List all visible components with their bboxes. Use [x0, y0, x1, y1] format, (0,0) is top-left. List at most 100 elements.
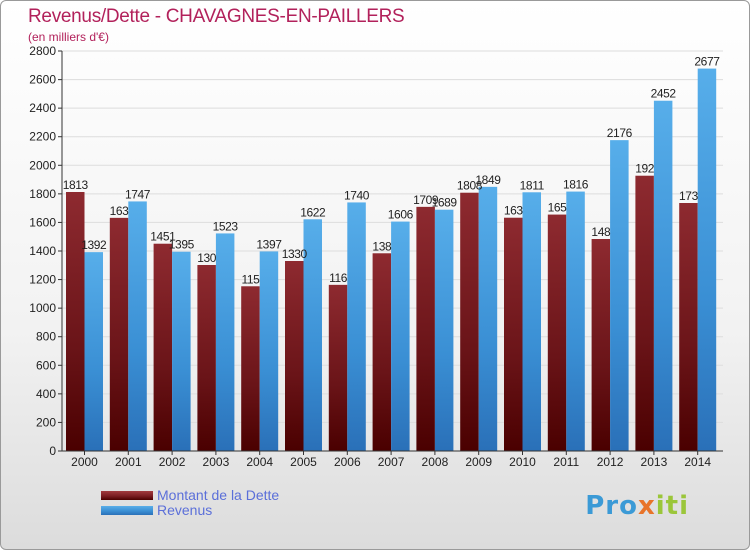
- y-tick-label: 2000: [29, 158, 56, 172]
- x-tick-label: 2006: [334, 455, 361, 469]
- data-label-dette: 148: [591, 225, 611, 239]
- bar-revenus: [172, 251, 191, 451]
- bar-revenus: [434, 209, 454, 451]
- bar-dette: [591, 239, 611, 451]
- y-tick-label: 1000: [29, 301, 56, 315]
- data-label-revenus: 1811: [520, 178, 545, 192]
- bar-dette: [460, 192, 479, 451]
- y-tick-label: 1200: [29, 273, 56, 287]
- data-label-revenus: 1397: [256, 237, 282, 251]
- bar-dette: [372, 253, 392, 451]
- bar-dette: [197, 265, 216, 451]
- data-label-dette: 163: [110, 204, 130, 218]
- x-tick-label: 2007: [378, 455, 405, 469]
- data-label-revenus: 1747: [125, 187, 151, 201]
- data-label-dette: 116: [329, 271, 348, 285]
- bars: [66, 68, 717, 452]
- bar-revenus: [303, 219, 322, 451]
- y-tick-label: 2200: [29, 130, 56, 144]
- bar-dette: [328, 284, 348, 451]
- data-label-dette: 173: [679, 189, 699, 203]
- data-label-dette: 1709: [413, 193, 439, 207]
- legend-swatch-revenus: [101, 506, 153, 515]
- x-tick-label: 2001: [115, 455, 142, 469]
- y-tick-label: 1400: [29, 244, 56, 258]
- data-label-dette: 1330: [282, 247, 308, 261]
- axes: 0 200 400 600 800 1000 1200 1400 1600 1800 2000 220…: [29, 44, 723, 469]
- bar-dette: [679, 203, 698, 451]
- x-tick-label: 2004: [246, 455, 273, 469]
- x-tick-label: 2009: [465, 455, 492, 469]
- y-tick-label: 600: [36, 358, 56, 372]
- x-tick-label: 2003: [203, 455, 230, 469]
- bar-revenus: [522, 192, 541, 452]
- data-label-dette: 1808: [457, 179, 483, 193]
- y-tick-label: 0: [49, 444, 56, 458]
- data-label-dette: 163: [504, 204, 524, 218]
- y-tick-label: 200: [36, 415, 56, 429]
- data-label-revenus: 1523: [213, 219, 239, 233]
- bar-dette: [547, 214, 567, 451]
- x-tick-label: 2014: [684, 455, 711, 469]
- y-tick-label: 2800: [29, 44, 56, 58]
- y-tick-label: 2400: [29, 101, 56, 115]
- bar-revenus: [478, 186, 498, 451]
- data-label-dette: 1451: [150, 230, 176, 244]
- data-label-dette: 192: [635, 162, 655, 176]
- legend-label-revenus: Revenus: [157, 502, 213, 518]
- x-tick-label: 2011: [553, 455, 579, 469]
- y-tick-label: 400: [36, 387, 56, 401]
- data-label-revenus: 2452: [651, 87, 677, 101]
- y-tick-label: 2600: [29, 73, 56, 87]
- bar-dette: [109, 217, 129, 451]
- x-tick-label: 2008: [422, 455, 449, 469]
- bar-dette: [504, 217, 523, 451]
- bar-dette: [66, 192, 85, 451]
- x-tick-label: 2012: [597, 455, 624, 469]
- x-tick-label: 2000: [71, 455, 98, 469]
- bar-revenus: [653, 100, 673, 451]
- legend-swatch-dette: [101, 491, 153, 500]
- data-label-revenus: 1816: [563, 178, 589, 192]
- data-label-revenus: 1622: [300, 205, 326, 219]
- data-label-dette: 130: [197, 251, 217, 265]
- x-tick-label: 2002: [159, 455, 186, 469]
- data-label-revenus: 1689: [432, 196, 458, 210]
- x-tick-label: 2013: [641, 455, 668, 469]
- bar-revenus: [391, 221, 410, 451]
- data-label-revenus: 2176: [607, 126, 633, 140]
- data-label-revenus: 1392: [81, 238, 107, 252]
- bar-dette: [153, 243, 173, 451]
- data-label-dette: 1813: [63, 178, 89, 192]
- data-label-revenus: 2677: [694, 55, 720, 69]
- data-label-dette: 115: [241, 272, 260, 286]
- proxiti-logo: Proxiti: [585, 491, 689, 521]
- bar-dette: [285, 261, 304, 451]
- legend-label-dette: Montant de la Dette: [157, 487, 280, 503]
- chart-subtitle: (en milliers d'€): [28, 30, 109, 44]
- bar-dette: [635, 175, 654, 451]
- chart-title: Revenus/Dette - CHAVAGNES-EN-PAILLERS: [28, 6, 405, 27]
- bar-revenus: [128, 201, 147, 451]
- bar-revenus: [347, 202, 366, 451]
- bar-revenus: [697, 68, 717, 452]
- data-label-revenus: 1606: [388, 208, 414, 222]
- data-label-dette: 165: [548, 201, 568, 215]
- data-label-revenus: 1395: [169, 238, 195, 252]
- y-tick-label: 1600: [29, 215, 56, 229]
- bar-dette: [416, 206, 435, 451]
- data-label-dette: 138: [372, 239, 392, 253]
- y-tick-label: 1800: [29, 187, 56, 201]
- x-tick-label: 2005: [290, 455, 317, 469]
- bar-revenus: [610, 140, 629, 451]
- bar-dette: [241, 286, 260, 451]
- data-label-revenus: 1740: [344, 188, 370, 202]
- bar-revenus: [84, 252, 103, 451]
- bar-revenus: [566, 191, 585, 452]
- bar-revenus: [215, 233, 235, 451]
- y-tick-label: 800: [36, 330, 56, 344]
- x-tick-label: 2010: [509, 455, 536, 469]
